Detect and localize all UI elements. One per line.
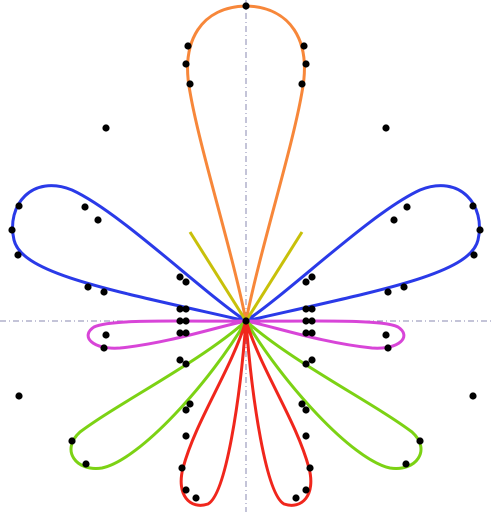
point (400, 283, 408, 291)
point (302, 317, 310, 325)
point (308, 329, 316, 337)
point (186, 80, 194, 88)
point (182, 329, 190, 337)
point (176, 273, 184, 281)
green-petal-left (69, 319, 248, 470)
point (182, 278, 190, 286)
point (81, 203, 89, 211)
point (298, 400, 306, 408)
point (298, 80, 306, 88)
point (308, 273, 316, 281)
point (476, 226, 484, 234)
point (302, 360, 310, 368)
point (14, 251, 22, 259)
point (192, 494, 200, 502)
point (384, 288, 392, 296)
point (382, 331, 390, 339)
point (102, 331, 110, 339)
green-petal-right (244, 319, 423, 470)
point (182, 432, 190, 440)
point (402, 460, 410, 468)
point (182, 305, 190, 313)
blue-petal-right (244, 184, 481, 323)
point (182, 60, 190, 68)
point (84, 283, 92, 291)
point (306, 464, 314, 472)
red-petal-left (179, 319, 248, 507)
point (292, 494, 300, 502)
point (302, 278, 310, 286)
point (242, 2, 250, 10)
point (102, 124, 110, 132)
point (302, 486, 310, 494)
point (186, 400, 194, 408)
point (15, 202, 23, 210)
point (390, 216, 398, 224)
point (176, 317, 184, 325)
point (182, 317, 190, 325)
point (470, 251, 478, 259)
point (242, 317, 250, 325)
point (416, 437, 424, 445)
point (302, 305, 310, 313)
point (178, 464, 186, 472)
point (68, 437, 76, 445)
point (8, 226, 16, 234)
point (15, 392, 23, 400)
point (176, 356, 184, 364)
point (302, 60, 310, 68)
point (302, 329, 310, 337)
point (403, 203, 411, 211)
yellow-spoke-right (244, 231, 304, 322)
point (302, 406, 310, 414)
point (182, 406, 190, 414)
point (82, 460, 90, 468)
point (308, 305, 316, 313)
point (94, 216, 102, 224)
point (308, 356, 316, 364)
magenta-petal-left (86, 319, 248, 350)
point (469, 392, 477, 400)
point (100, 288, 108, 296)
point (176, 329, 184, 337)
magenta-petal-right (244, 319, 406, 350)
points (8, 2, 484, 502)
point (176, 305, 184, 313)
point (308, 317, 316, 325)
point (384, 344, 392, 352)
point (302, 432, 310, 440)
blue-petal-left (11, 184, 248, 323)
point (184, 42, 192, 50)
point (182, 360, 190, 368)
point (469, 202, 477, 210)
point (100, 344, 108, 352)
point (300, 42, 308, 50)
point (182, 486, 190, 494)
red-petal-right (244, 319, 313, 507)
yellow-spoke-left (188, 231, 248, 322)
point (382, 124, 390, 132)
